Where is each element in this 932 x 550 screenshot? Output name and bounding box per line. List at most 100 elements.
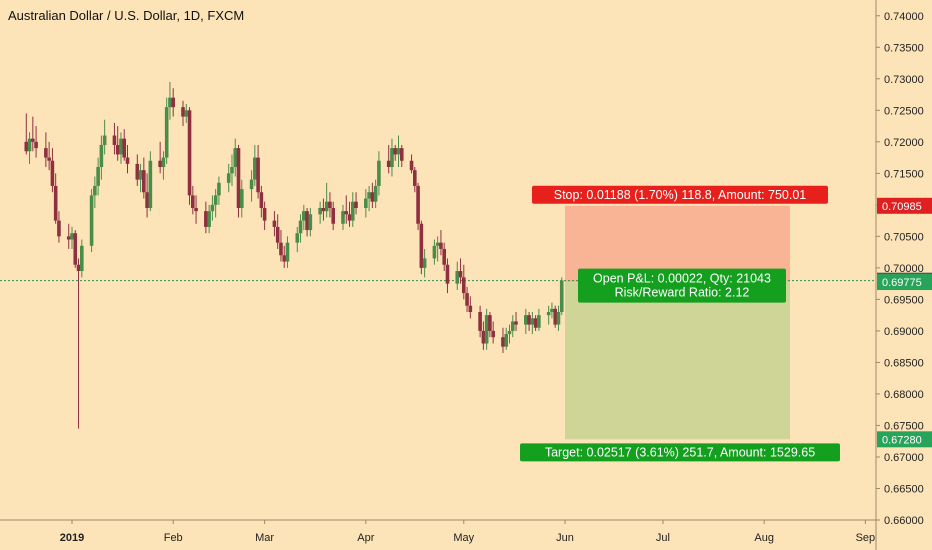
open-pl-label: Open P&L: 0.00022, Qty: 21043 bbox=[593, 272, 771, 286]
candle-body bbox=[217, 182, 221, 196]
candle-body bbox=[491, 330, 495, 338]
candle-body bbox=[504, 334, 509, 347]
candle-body bbox=[24, 141, 29, 152]
candle-body bbox=[285, 242, 290, 262]
candle-body bbox=[70, 233, 74, 240]
y-tick-label: 0.69500 bbox=[884, 294, 924, 306]
candle-body bbox=[530, 318, 535, 325]
x-tick-label: Sep bbox=[856, 532, 876, 544]
candle-body bbox=[213, 195, 218, 205]
candle-body bbox=[187, 110, 192, 196]
candle-body bbox=[122, 138, 127, 158]
candle-body bbox=[53, 185, 58, 221]
candle-body bbox=[27, 138, 32, 152]
candle-body bbox=[341, 211, 345, 224]
candle-body bbox=[76, 264, 81, 272]
candle-body bbox=[416, 185, 420, 224]
candle-body bbox=[399, 148, 404, 161]
candle-body bbox=[112, 135, 117, 145]
candle-body bbox=[272, 220, 277, 227]
y-tick-label: 0.66500 bbox=[884, 483, 924, 495]
candle-body bbox=[161, 157, 166, 168]
candle-body bbox=[373, 185, 378, 202]
candle-body bbox=[422, 258, 427, 268]
candle-body bbox=[47, 157, 51, 161]
candle-body bbox=[550, 308, 554, 312]
candle-body bbox=[236, 148, 241, 208]
candle-body bbox=[125, 157, 130, 164]
candle-body bbox=[350, 201, 355, 221]
candle-body bbox=[364, 198, 368, 208]
candle-body bbox=[142, 170, 146, 193]
candle-body bbox=[226, 173, 231, 183]
y-tick-label: 0.72500 bbox=[884, 105, 924, 117]
candle-body bbox=[478, 312, 482, 331]
candle-body bbox=[347, 214, 352, 221]
candle-body bbox=[164, 107, 169, 158]
y-tick-label: 0.73500 bbox=[884, 42, 924, 54]
candle-body bbox=[249, 179, 254, 190]
candle-body bbox=[413, 170, 417, 186]
candle-body bbox=[89, 195, 94, 246]
candle-body bbox=[282, 255, 287, 262]
candle-body bbox=[308, 214, 313, 231]
candle-body bbox=[354, 201, 358, 208]
candle-body bbox=[138, 170, 143, 180]
candle-body bbox=[168, 97, 172, 108]
candle-body bbox=[44, 148, 48, 158]
candle-body bbox=[324, 201, 329, 212]
price-tag-stop bbox=[877, 197, 932, 214]
y-tick-label: 0.66000 bbox=[884, 515, 924, 527]
candle-body bbox=[181, 107, 185, 117]
candle-body bbox=[79, 245, 84, 272]
x-tick-label: Mar bbox=[255, 532, 274, 544]
candle-body bbox=[31, 138, 35, 142]
y-tick-label: 0.70000 bbox=[884, 263, 924, 275]
candle-body bbox=[344, 211, 349, 215]
x-tick-label: Jun bbox=[556, 532, 574, 544]
candle-body bbox=[57, 220, 61, 237]
candle-body bbox=[102, 135, 107, 145]
candle-body bbox=[481, 330, 486, 344]
x-tick-label: 2019 bbox=[60, 532, 84, 544]
candle-body bbox=[305, 211, 309, 231]
y-tick-label: 0.71500 bbox=[884, 168, 924, 180]
candle-body bbox=[119, 138, 123, 155]
candle-body bbox=[96, 167, 100, 186]
candle-body bbox=[393, 148, 398, 155]
candle-body bbox=[527, 315, 531, 325]
candle-body bbox=[210, 204, 215, 212]
candle-body bbox=[239, 189, 244, 208]
candle-body bbox=[559, 280, 564, 312]
candle-body bbox=[484, 315, 489, 344]
y-tick-label: 0.67500 bbox=[884, 420, 924, 432]
candle-body bbox=[556, 312, 561, 325]
candle-body bbox=[537, 315, 541, 328]
candle-body bbox=[73, 233, 78, 265]
candle-body bbox=[233, 148, 238, 168]
x-tick-label: May bbox=[453, 532, 474, 544]
candle-body bbox=[458, 271, 463, 278]
candle-body bbox=[171, 97, 176, 108]
candle-body bbox=[115, 144, 120, 155]
candle-body bbox=[66, 236, 71, 240]
candle-body bbox=[465, 293, 469, 306]
candle-body bbox=[135, 163, 140, 180]
target-label-box bbox=[520, 443, 840, 462]
y-tick-label: 0.68500 bbox=[884, 357, 924, 369]
y-tick-label: 0.67000 bbox=[884, 452, 924, 464]
candle-body bbox=[370, 192, 375, 202]
candle-body bbox=[204, 211, 208, 227]
candle-body bbox=[442, 248, 446, 265]
y-tick-label: 0.74000 bbox=[884, 11, 924, 23]
candle-body bbox=[367, 192, 371, 199]
candle-body bbox=[488, 315, 492, 331]
candle-body bbox=[514, 321, 518, 325]
price-tag-entry bbox=[877, 274, 932, 291]
x-tick-label: Feb bbox=[164, 532, 183, 544]
candle-body bbox=[390, 148, 394, 168]
x-tick-label: Apr bbox=[357, 532, 374, 544]
candle-body bbox=[377, 160, 381, 186]
